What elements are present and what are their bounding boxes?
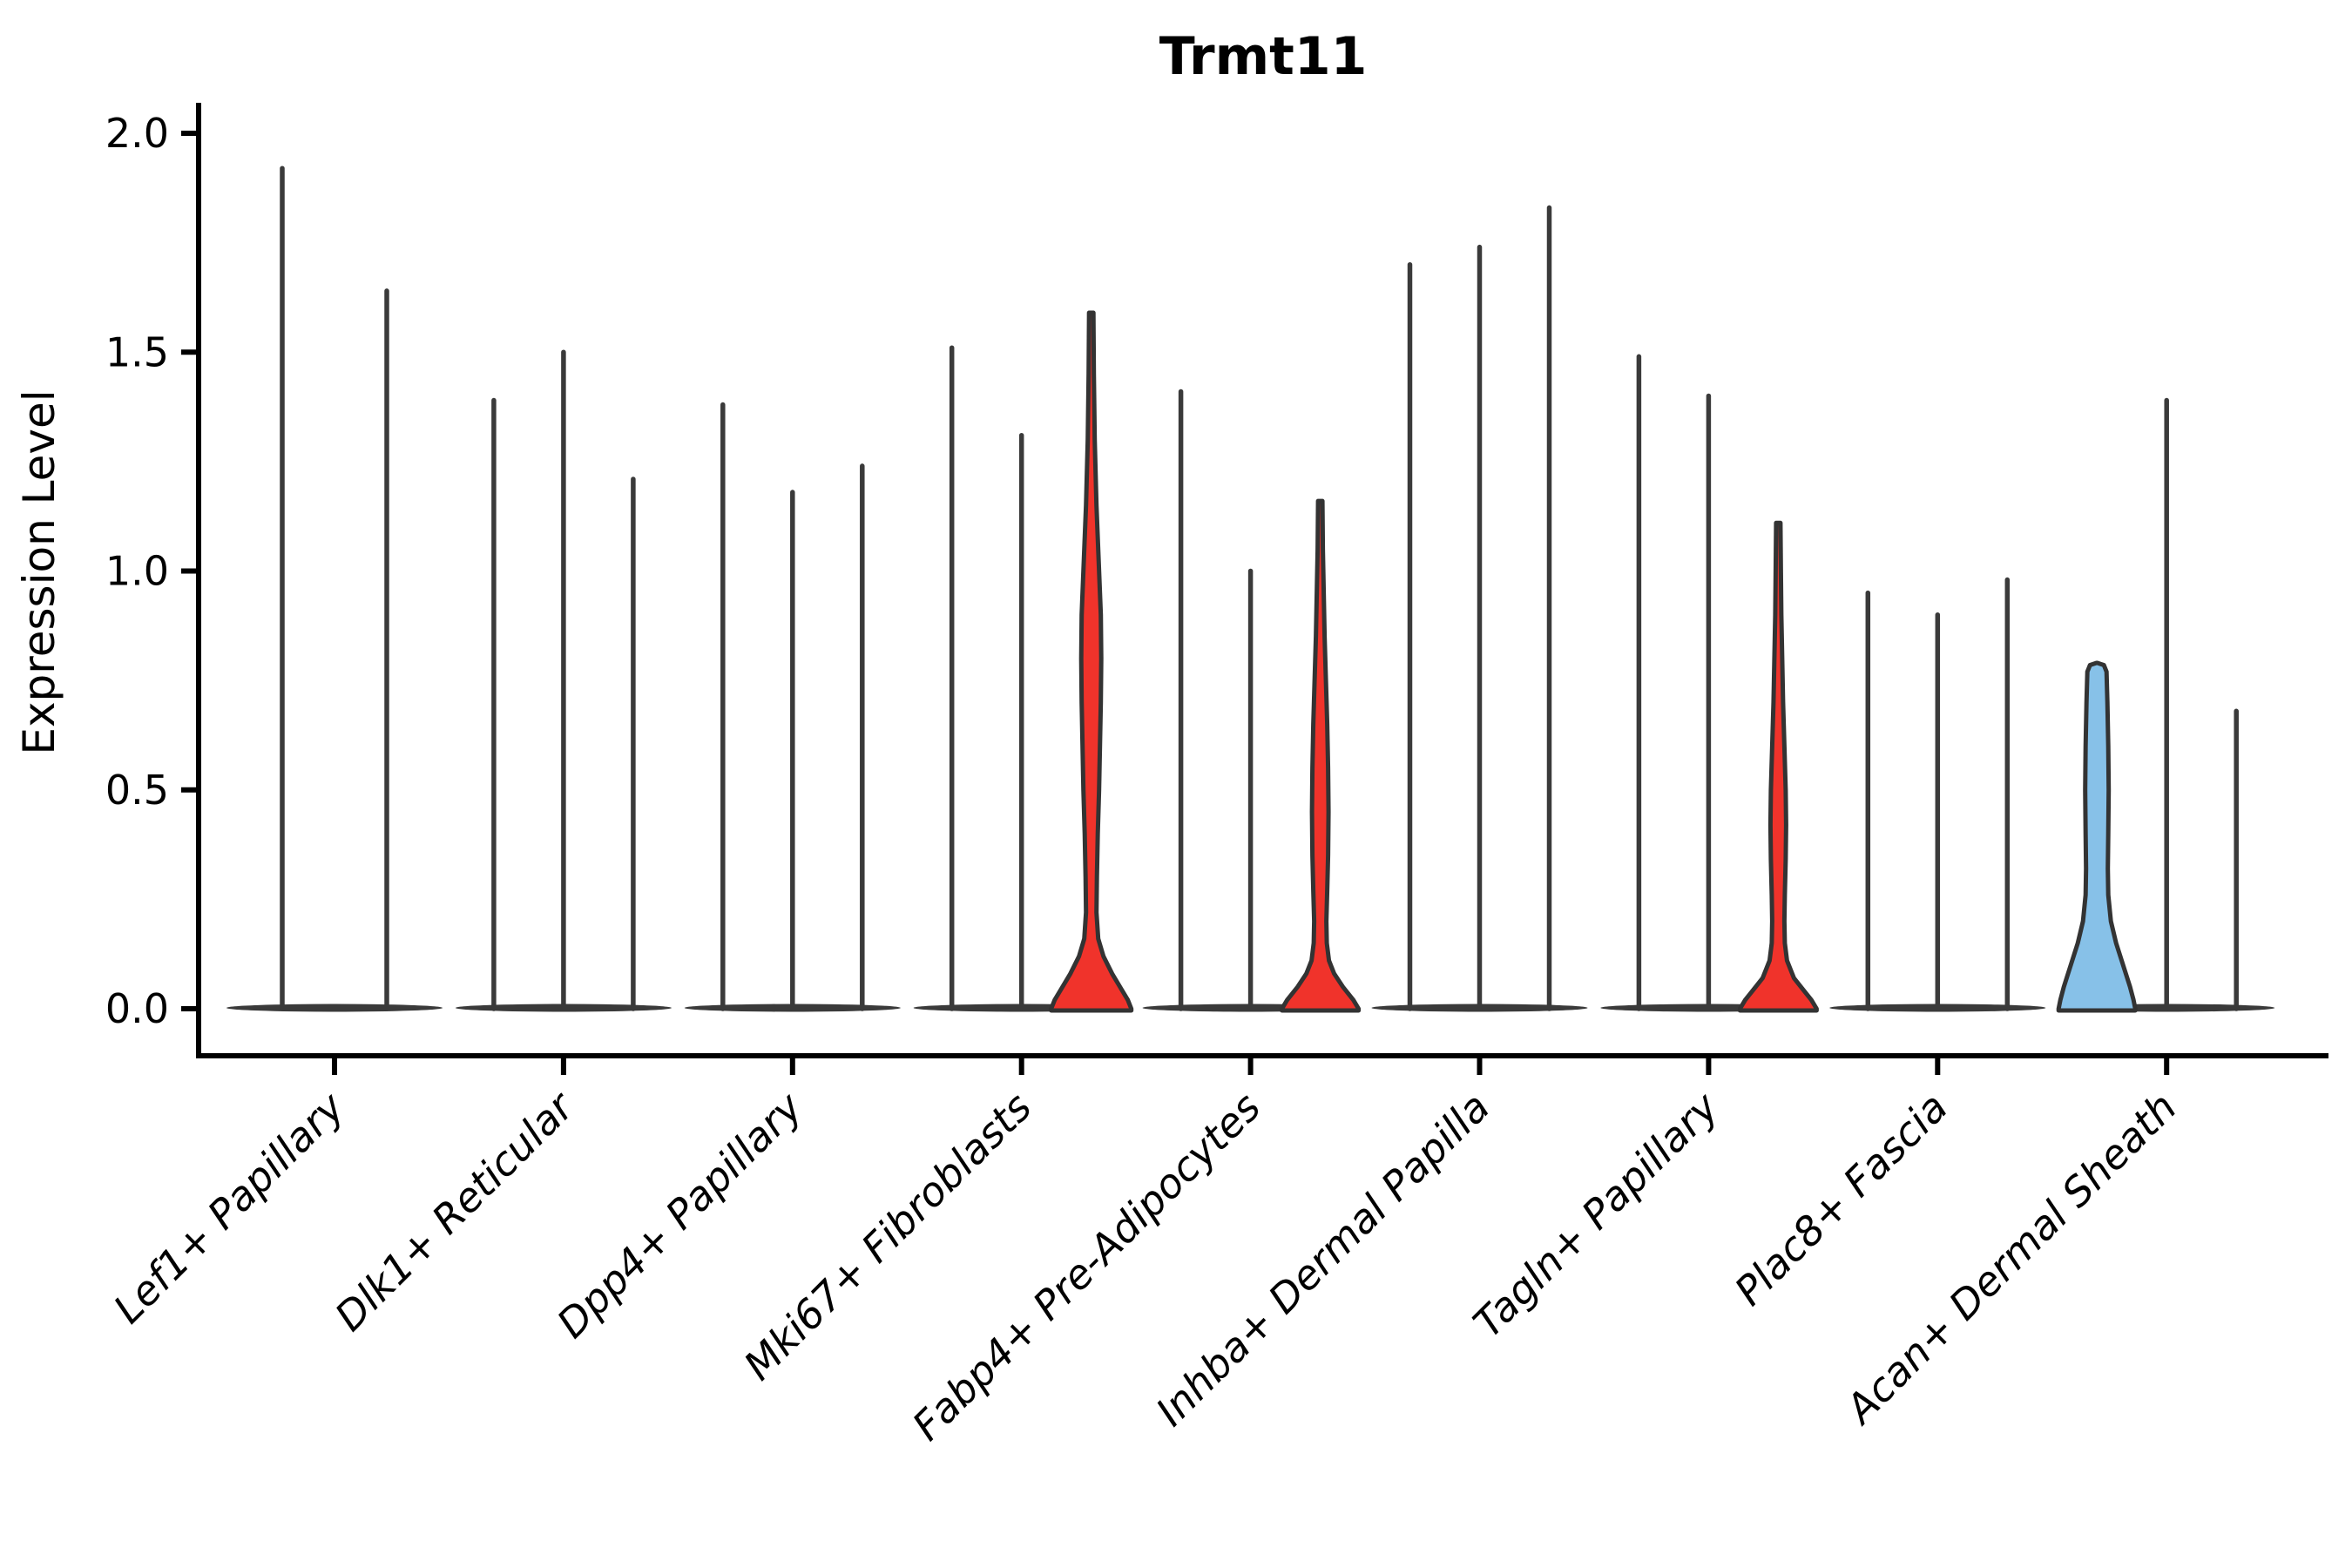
x-tick-label: Tagln+ Papillary (1464, 1083, 1728, 1347)
x-tick-label: Lef1+ Papillary (105, 1083, 354, 1332)
y-tick-label: 1.5 (105, 328, 169, 375)
violin-body-red (1049, 310, 1134, 1013)
x-tick-label: Plac8+ Fascia (1726, 1084, 1957, 1315)
x-tick-label: Dlk1+ Reticular (326, 1081, 585, 1340)
violins (226, 166, 2275, 1013)
violin-body-red (1280, 498, 1362, 1013)
y-tick-label: 1.0 (105, 548, 169, 595)
y-axis-label: Expression Level (14, 389, 64, 754)
violin-base (226, 1004, 443, 1012)
x-tick-label: Dpp4+ Papillary (548, 1083, 812, 1347)
chart-title: Trmt11 (1159, 26, 1368, 87)
y-tick-label: 0.0 (105, 985, 169, 1032)
y-tick-label: 2.0 (105, 110, 169, 157)
violin-body-red (1737, 520, 1819, 1013)
y-tick-label: 0.5 (105, 767, 169, 814)
violin-body-blue (2056, 660, 2138, 1013)
axes (181, 103, 2328, 1075)
